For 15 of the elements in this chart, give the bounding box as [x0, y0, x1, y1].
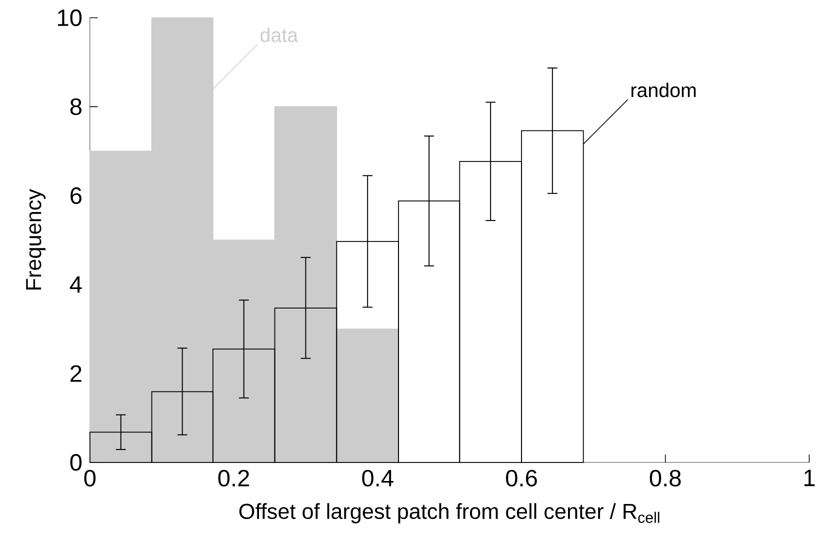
x-tick-label: 0.6 — [506, 470, 537, 486]
annotation: random — [632, 82, 696, 98]
x-tick-label: 0.4 — [362, 470, 394, 486]
y-tick-label: 8 — [70, 98, 82, 115]
y-tick-label: 0 — [70, 454, 82, 471]
y-tick-label: 10 — [58, 9, 82, 26]
y-axis-title: Frequency — [26, 188, 46, 290]
y-tick-label: 6 — [70, 187, 82, 204]
y-tick-label: 2 — [70, 365, 82, 382]
x-tick-label: 0 — [84, 470, 96, 486]
x-tick-label: 1 — [804, 470, 815, 486]
x-tick-label: 0.2 — [218, 470, 250, 486]
x-axis-title: Offset of largest patch from cell center / R$_{cell}$ — [239, 502, 660, 524]
y-tick-label: 4 — [70, 276, 82, 292]
x-tick-label: 0.8 — [650, 470, 681, 486]
